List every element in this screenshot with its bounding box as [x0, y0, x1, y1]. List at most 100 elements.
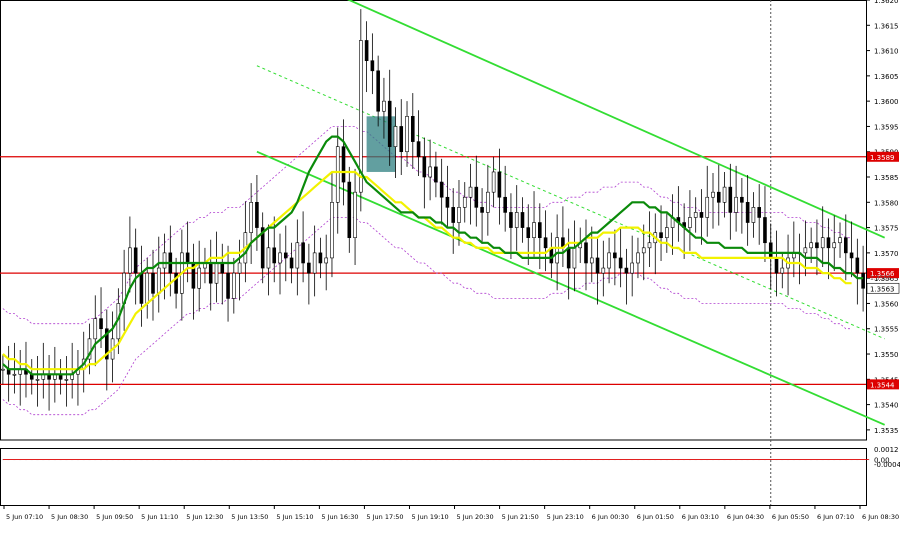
candle-body	[711, 191, 715, 198]
price-tick-label: 1.3535	[874, 427, 899, 435]
candle-body	[145, 272, 150, 304]
candle-body	[462, 196, 467, 208]
candle-body	[393, 126, 398, 147]
candle-body	[255, 201, 259, 228]
candle-body	[318, 252, 323, 264]
oscillator-panel-frame	[0, 448, 867, 506]
bollinger-lower	[2, 217, 852, 416]
histogram-bar	[1, 459, 4, 461]
candle-body	[197, 267, 201, 289]
time-tick-label: 6 Jun 07:10	[817, 513, 854, 521]
candle-body	[12, 373, 17, 376]
time-tick-label: 5 Jun 20:30	[457, 513, 494, 521]
candle-body	[445, 196, 450, 208]
price-tick-label: 1.3605	[874, 73, 899, 81]
candle-body	[370, 60, 375, 72]
level-label-box	[867, 268, 899, 279]
candle-body	[341, 146, 346, 183]
candle-body	[307, 262, 311, 274]
candle-body	[780, 267, 785, 274]
candle-body	[474, 186, 479, 208]
level-label: 1.3566	[870, 270, 895, 278]
time-tick-label: 5 Jun 13:50	[231, 513, 268, 521]
price-tick-label: 1.3550	[874, 351, 899, 359]
level-label-box	[867, 379, 899, 390]
level-label: 1.3544	[870, 381, 895, 389]
candle-body	[266, 247, 271, 269]
candle-body	[849, 252, 854, 259]
ma-green-line	[2, 135, 864, 376]
time-tick-label: 5 Jun 15:10	[276, 513, 313, 521]
candle-body	[260, 227, 265, 269]
price-tick-label: 1.3565	[874, 275, 899, 283]
time-tick-label: 6 Jun 00:30	[592, 513, 629, 521]
time-tick-label: 5 Jun 23:10	[547, 513, 584, 521]
candle-body	[584, 242, 588, 264]
candle-body	[422, 156, 427, 178]
candle-body	[699, 212, 704, 218]
candle-body	[486, 191, 490, 213]
candle-body	[538, 222, 542, 239]
candle-body	[99, 318, 103, 330]
current-price-box	[866, 282, 900, 294]
price-tick-label: 1.3575	[874, 225, 899, 233]
candle-body	[618, 257, 623, 269]
candle-body	[716, 191, 721, 203]
candle-body	[232, 272, 236, 299]
candle-body	[439, 181, 444, 198]
candle-body	[451, 207, 456, 223]
candle-body	[838, 237, 842, 244]
candle-body	[613, 252, 617, 259]
level-label-box	[867, 151, 899, 162]
candle-body	[526, 227, 531, 239]
ma-yellow-line	[2, 170, 852, 371]
candle-body	[208, 262, 213, 284]
candle-body	[688, 217, 692, 228]
candle-body	[324, 257, 328, 264]
candle-body	[803, 247, 808, 254]
candle-body	[364, 40, 369, 61]
price-tick-label: 1.3570	[874, 250, 899, 258]
candle-body	[740, 196, 744, 203]
time-tick-label: 6 Jun 05:50	[772, 513, 809, 521]
candle-body	[763, 217, 767, 244]
candle-body	[514, 212, 519, 228]
candle-body	[434, 166, 438, 183]
candle-body	[705, 196, 710, 218]
oscillator-tick-label: 0.00	[874, 457, 890, 465]
candle-body	[87, 338, 92, 360]
time-tick-label: 5 Jun 12:30	[186, 513, 223, 521]
price-tick-label: 1.3620	[874, 0, 899, 5]
candle-body	[156, 267, 161, 294]
candle-body	[693, 212, 698, 218]
price-tick-label: 1.3585	[874, 174, 899, 182]
candle-body	[820, 237, 825, 249]
candle-body	[162, 252, 167, 269]
candles	[1, 9, 865, 411]
candle-body	[855, 257, 860, 274]
bollinger-upper	[2, 126, 852, 325]
candle-body	[722, 186, 727, 203]
candle-body	[809, 242, 813, 249]
time-tick-label: 6 Jun 08:30	[862, 513, 899, 521]
current-price-label: 1.3563	[870, 285, 895, 293]
candle-body	[312, 252, 317, 274]
candle-body	[532, 222, 536, 239]
candle-body	[359, 40, 363, 193]
candle-body	[105, 328, 109, 360]
candle-body	[555, 237, 559, 264]
candle-body	[64, 379, 69, 381]
candle-body	[399, 126, 404, 153]
candle-body	[774, 257, 779, 274]
candle-body	[289, 257, 294, 269]
candle-body	[520, 212, 525, 228]
candle-body	[509, 212, 513, 228]
secondary-price-label: 1.3565	[870, 275, 891, 282]
candle-body	[491, 171, 496, 193]
candle-body	[480, 207, 484, 213]
candle-body	[751, 207, 756, 223]
oscillator-tick-label: 0.0012	[874, 446, 899, 454]
candle-body	[832, 242, 837, 249]
time-tick-label: 5 Jun 21:50	[502, 513, 539, 521]
